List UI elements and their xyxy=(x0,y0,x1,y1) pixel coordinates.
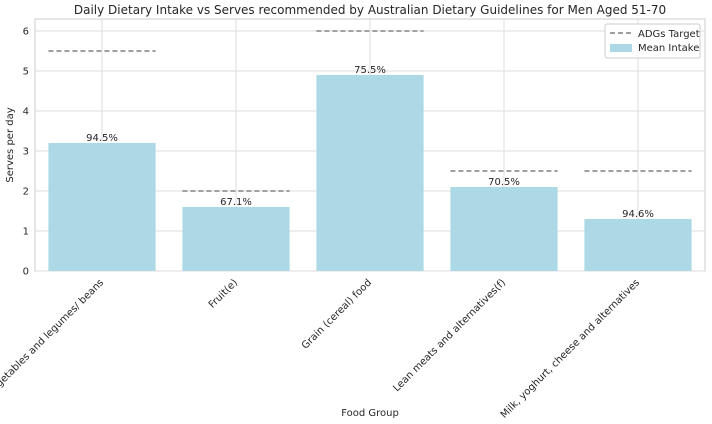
y-tick-label: 3 xyxy=(23,147,29,158)
legend-intake-swatch xyxy=(610,44,632,52)
y-tick-label: 4 xyxy=(23,107,29,118)
bar-data-label: 75.5% xyxy=(354,65,386,76)
bar-data-label: 94.5% xyxy=(86,133,118,144)
legend-target-label: ADGs Target xyxy=(638,29,700,40)
x-tick-label: Vegetables and legumes/ beans xyxy=(0,277,106,398)
bar xyxy=(316,75,424,271)
x-tick-label: Lean meats and alternatives(f) xyxy=(391,277,508,394)
x-tick-labels: Vegetables and legumes/ beans Fruit(e) Gra… xyxy=(0,277,642,420)
y-tick-label: 5 xyxy=(23,67,29,78)
x-tick-label: Fruit(e) xyxy=(207,277,240,310)
data-labels: 94.5% 67.1% 75.5% 70.5% 94.6% xyxy=(86,65,654,220)
target-lines xyxy=(48,30,692,192)
y-tick-label: 6 xyxy=(23,27,29,38)
bar-data-label: 94.6% xyxy=(622,209,654,220)
y-tick-label: 0 xyxy=(23,267,29,278)
legend: ADGs Target Mean Intake xyxy=(604,23,701,59)
x-axis-label: Food Group xyxy=(341,408,399,419)
bar xyxy=(182,207,290,271)
x-tick-label: Grain (cereal) food xyxy=(300,277,374,351)
bar-data-label: 70.5% xyxy=(488,177,520,188)
bar xyxy=(48,143,156,271)
y-tick-labels: 0 1 2 3 4 5 6 xyxy=(23,27,29,278)
y-tick-label: 2 xyxy=(23,187,29,198)
bar xyxy=(584,219,692,271)
bars xyxy=(48,75,692,271)
x-tick-label: Milk, yoghurt, cheese and alternatives xyxy=(499,277,642,420)
y-axis-label: Serves per day xyxy=(5,107,16,182)
bar-data-label: 67.1% xyxy=(220,197,252,208)
y-tick-label: 1 xyxy=(23,227,29,238)
chart-title: Daily Dietary Intake vs Serves recommend… xyxy=(74,3,666,17)
legend-intake-label: Mean Intake xyxy=(638,43,699,54)
bar xyxy=(450,187,558,271)
